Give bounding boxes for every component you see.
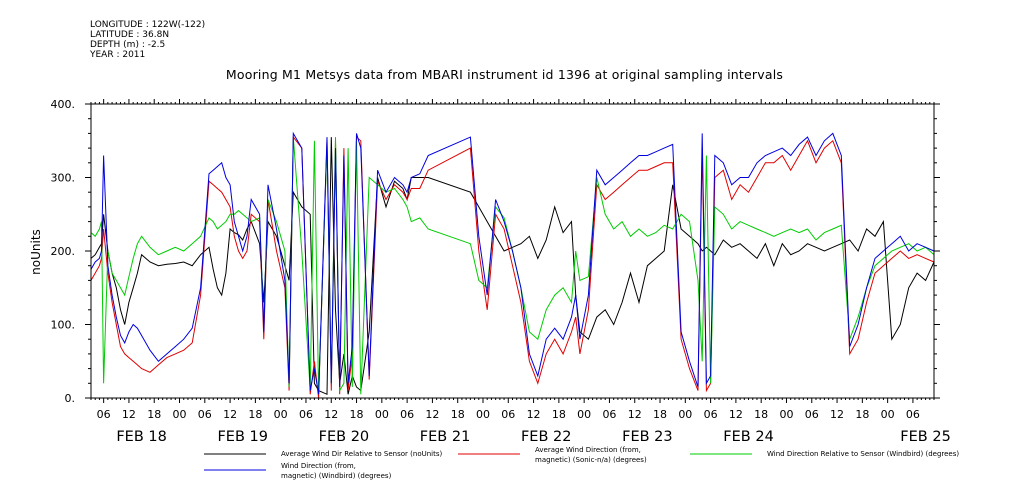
- x-tick-label: 12: [830, 408, 844, 421]
- x-tick-label: 00: [678, 408, 692, 421]
- x-date-label: FEB 24: [723, 429, 774, 445]
- x-tick-label: 12: [425, 408, 439, 421]
- x-tick-label: 12: [324, 408, 338, 421]
- x-tick-label: 18: [754, 408, 768, 421]
- x-tick-label: 06: [906, 408, 920, 421]
- x-date-label: FEB 20: [319, 429, 370, 445]
- x-tick-label: 06: [198, 408, 212, 421]
- x-tick-label: 06: [501, 408, 515, 421]
- x-tick-label: 12: [628, 408, 642, 421]
- x-tick-label: 06: [805, 408, 819, 421]
- y-axis-label: noUnits: [29, 229, 43, 275]
- legend: Average Wind Dir Relative to Sensor (noU…: [204, 446, 959, 480]
- series-line-3: [90, 137, 935, 395]
- x-date-label: FEB 21: [420, 429, 471, 445]
- y-tick-label: 200.: [51, 245, 76, 258]
- series-line-2: [90, 135, 935, 399]
- x-tick-label: 18: [248, 408, 262, 421]
- x-date-label: FEB 25: [900, 429, 951, 445]
- x-date-label: FEB 18: [116, 429, 167, 445]
- x-tick-label: 12: [729, 408, 743, 421]
- legend-label-4: Wind Direction (from,: [281, 462, 356, 470]
- x-tick-label: 18: [147, 408, 161, 421]
- x-tick-label: 18: [653, 408, 667, 421]
- x-date-label: FEB 22: [521, 429, 572, 445]
- legend-label-4-line2: magnetic) (Windbird) (degrees): [281, 472, 392, 480]
- x-tick-label: 06: [400, 408, 414, 421]
- x-tick-label: 00: [476, 408, 490, 421]
- series-line-1: [90, 137, 935, 396]
- longitude-text: LONGITUDE : 122W(-122): [90, 20, 206, 30]
- x-tick-label: 00: [779, 408, 793, 421]
- y-tick-label: 300.: [51, 172, 76, 185]
- x-tick-label: 06: [97, 408, 111, 421]
- x-tick-label: 06: [602, 408, 616, 421]
- y-tick-label: 100.: [51, 319, 76, 332]
- y-tick-label: 0.: [65, 392, 76, 405]
- x-tick-label: 12: [122, 408, 136, 421]
- legend-label-1: Average Wind Dir Relative to Sensor (noU…: [281, 450, 442, 458]
- depth-text: DEPTH (m) : -2.5: [90, 40, 166, 50]
- x-tick-label: 06: [704, 408, 718, 421]
- x-tick-label: 00: [881, 408, 895, 421]
- x-tick-label: 00: [375, 408, 389, 421]
- x-tick-label: 18: [855, 408, 869, 421]
- legend-label-2: Average Wind Direction (from,: [535, 446, 641, 454]
- mooring-metadata: LONGITUDE : 122W(-122) LATITUDE : 36.8N …: [90, 20, 205, 60]
- legend-label-2-line2: magnetic) (Sonic-n/a) (degrees): [535, 456, 647, 464]
- x-date-label: FEB 23: [622, 429, 673, 445]
- x-date-label: FEB 19: [217, 429, 268, 445]
- x-tick-label: 12: [527, 408, 541, 421]
- legend-label-3: Wind Direction Relative to Sensor (Windb…: [767, 450, 959, 458]
- x-tick-label: 00: [173, 408, 187, 421]
- year-text: YEAR : 2011: [90, 50, 146, 60]
- plot-area: [90, 131, 935, 399]
- x-tick-label: 12: [223, 408, 237, 421]
- x-tick-label: 06: [299, 408, 313, 421]
- x-tick-label: 18: [451, 408, 465, 421]
- y-tick-label: 400.: [51, 98, 76, 111]
- series-line-4: [90, 131, 935, 395]
- x-tick-label: 18: [350, 408, 364, 421]
- chart-title: Mooring M1 Metsys data from MBARI instru…: [225, 67, 784, 82]
- x-tick-label: 00: [577, 408, 591, 421]
- latitude-text: LATITUDE : 36.8N: [90, 30, 170, 40]
- axes: 0. 100. 200. 300. 400. 06 12 18 00 06 12 18 00 06 12 18…: [51, 98, 951, 445]
- x-tick-label: 00: [274, 408, 288, 421]
- x-tick-label: 18: [552, 408, 566, 421]
